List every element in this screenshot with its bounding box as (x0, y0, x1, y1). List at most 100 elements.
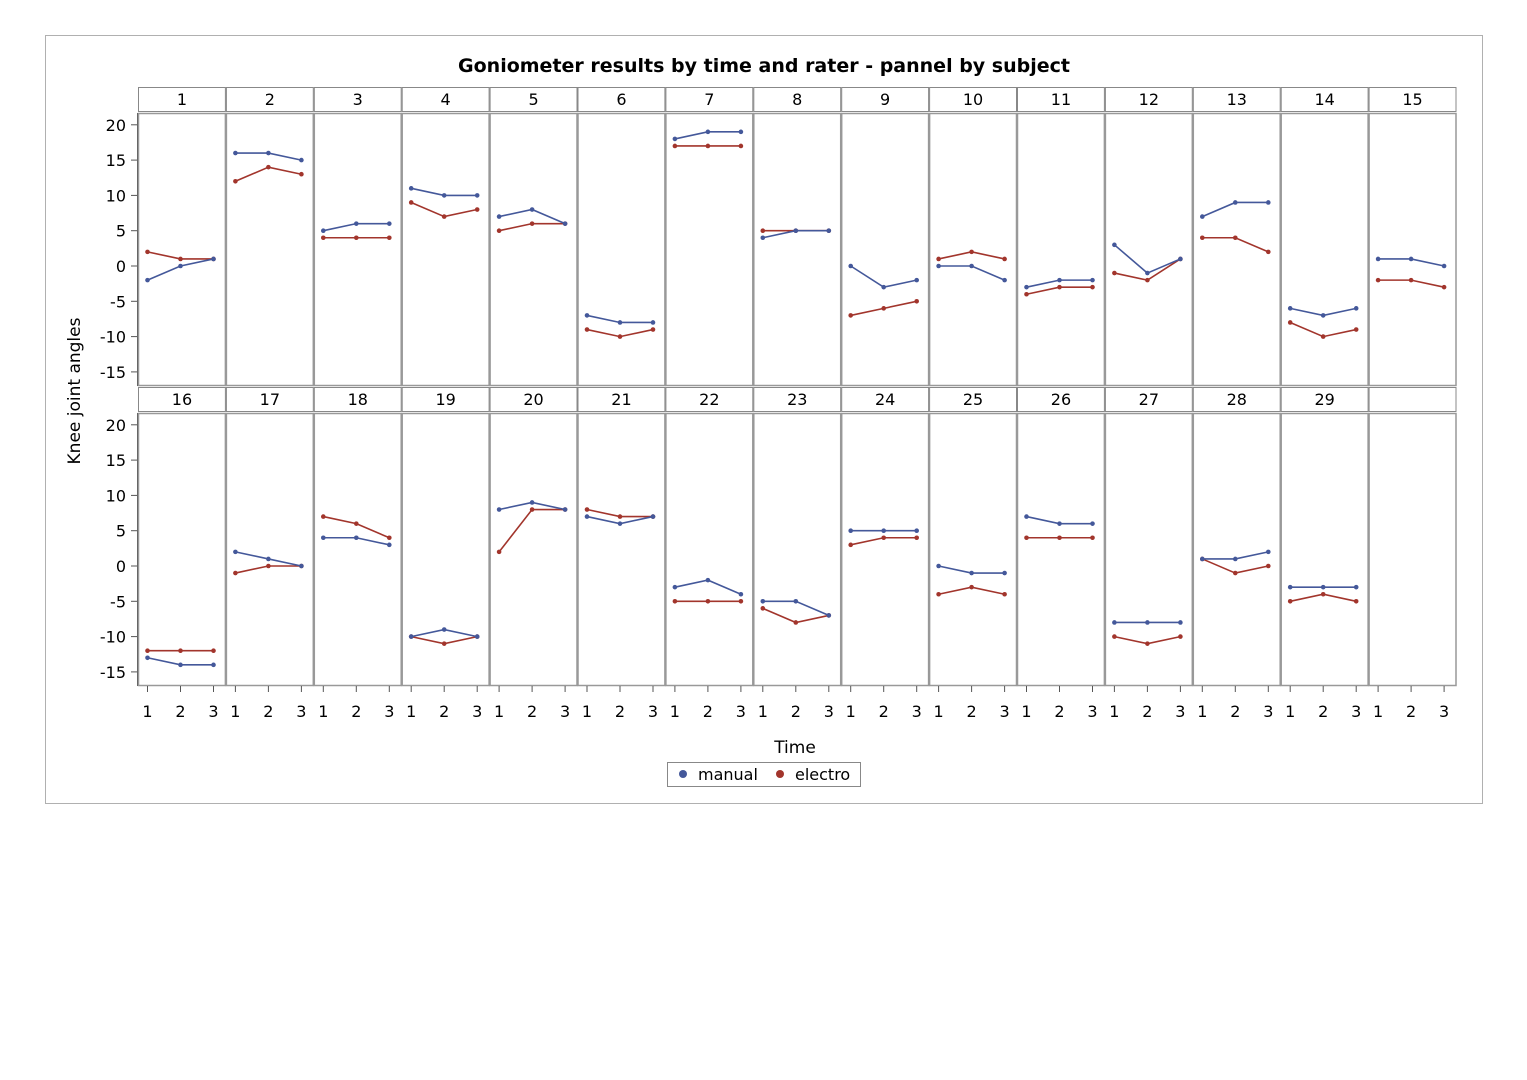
panel-label: 2 (265, 90, 275, 109)
data-point-manual (1112, 620, 1117, 625)
y-tick-label: -5 (110, 592, 126, 611)
panel-label: 11 (1051, 90, 1071, 109)
data-point-manual (1178, 256, 1183, 262)
data-point-manual (211, 256, 216, 262)
data-point-electro (1090, 535, 1095, 541)
panel-label: 17 (260, 390, 280, 409)
data-point-manual (178, 263, 183, 269)
data-point-manual (1112, 242, 1117, 248)
data-point-electro (1145, 641, 1150, 646)
y-tick-label: 20 (106, 416, 126, 435)
data-point-electro (1287, 599, 1293, 604)
panel-header (841, 87, 930, 112)
data-point-electro (1112, 270, 1117, 276)
x-tick-label: 2 (1318, 702, 1328, 721)
data-point-manual (562, 221, 568, 226)
x-tick-label: 3 (560, 702, 570, 721)
panel-label: 24 (875, 390, 895, 409)
x-tick-label: 1 (846, 702, 856, 721)
panel-label: 13 (1227, 90, 1247, 109)
x-tick-label: 3 (296, 702, 306, 721)
data-point-manual (1002, 570, 1007, 576)
y-tick-label: 5 (116, 522, 126, 541)
y-tick-label: 5 (116, 222, 126, 241)
data-point-manual (584, 514, 590, 519)
x-tick-label: 2 (703, 702, 713, 721)
panel-cell (1280, 112, 1369, 387)
x-tick-label: 1 (230, 702, 240, 721)
data-point-electro (650, 327, 656, 332)
data-point-manual (145, 277, 150, 283)
data-point-manual (354, 535, 359, 541)
panel-header (929, 387, 1017, 412)
data-point-manual (672, 584, 678, 590)
panel-cell (928, 112, 1018, 387)
panel-label: 1 (177, 90, 187, 109)
panel-header (1368, 87, 1457, 112)
x-tick-label: 3 (1351, 702, 1361, 721)
panel-header (489, 387, 578, 412)
panel-header (577, 387, 666, 412)
x-tick-label: 3 (208, 702, 218, 721)
panel-cell (137, 112, 227, 387)
x-tick-label: 1 (1285, 702, 1295, 721)
panel-header (1104, 87, 1193, 112)
panel-header (1280, 387, 1369, 412)
data-point-electro (408, 200, 414, 205)
data-point-manual (474, 193, 480, 198)
x-tick-label: 2 (1230, 702, 1240, 721)
panel-header (489, 87, 578, 112)
data-point-electro (914, 299, 919, 304)
x-tick-label: 2 (1054, 702, 1064, 721)
data-point-electro (760, 228, 766, 233)
panel-cell (401, 112, 490, 387)
data-point-manual (1057, 521, 1062, 526)
data-point-electro (1090, 284, 1095, 290)
data-point-manual (1320, 313, 1326, 318)
data-point-manual (1178, 620, 1183, 625)
data-point-electro (617, 514, 623, 519)
data-point-manual (1266, 549, 1271, 555)
x-tick-label: 1 (934, 702, 944, 721)
data-point-manual (266, 150, 271, 156)
data-point-electro (145, 249, 150, 255)
panel-header (753, 87, 842, 112)
legend: manual electro (667, 762, 861, 787)
data-point-electro (529, 507, 535, 512)
data-point-electro (354, 521, 359, 526)
data-point-electro (848, 542, 853, 548)
panel-header (1192, 87, 1281, 112)
panel-cell (840, 112, 930, 387)
x-tick-label: 3 (1263, 702, 1273, 721)
x-tick-label: 1 (1021, 702, 1031, 721)
panel-label: 16 (172, 390, 192, 409)
x-tick-label: 3 (648, 702, 658, 721)
y-tick-label: -15 (100, 363, 126, 382)
data-point-manual (299, 157, 304, 163)
data-point-manual (1200, 214, 1205, 219)
panel-cell (1192, 412, 1281, 687)
panel-cell (840, 412, 930, 687)
data-point-electro (354, 235, 359, 241)
data-point-manual (441, 193, 447, 198)
legend-marker-electro (776, 770, 784, 778)
data-point-manual (1145, 270, 1150, 276)
data-point-electro (1353, 327, 1359, 332)
data-point-electro (584, 507, 590, 512)
data-point-electro (969, 249, 974, 255)
data-point-manual (1287, 306, 1293, 311)
x-tick-label: 2 (967, 702, 977, 721)
panel-header (401, 87, 490, 112)
legend-box (667, 762, 861, 787)
data-point-electro (584, 327, 590, 332)
panel-label: 10 (963, 90, 983, 109)
data-point-electro (1024, 535, 1029, 541)
data-point-manual (826, 228, 832, 233)
panel-label: 8 (792, 90, 802, 109)
x-tick-label: 1 (1197, 702, 1207, 721)
panel-header (1192, 387, 1281, 412)
data-point-manual (1024, 514, 1029, 519)
data-point-manual (617, 521, 623, 526)
data-point-electro (881, 306, 886, 311)
